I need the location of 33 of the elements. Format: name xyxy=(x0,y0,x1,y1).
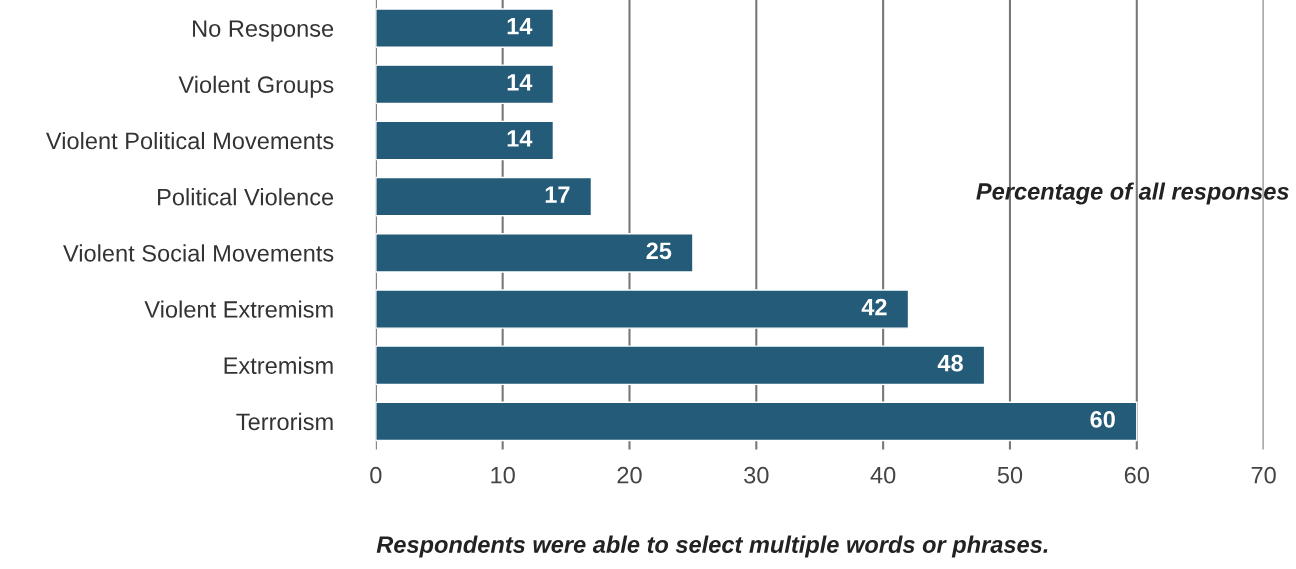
x-tick-label: 40 xyxy=(870,466,896,484)
y-tick-label: Violent Groups xyxy=(178,75,334,98)
bar xyxy=(375,64,555,105)
data-label: 14 xyxy=(507,130,533,147)
y-tick-label: Terrorism xyxy=(236,412,333,431)
bar xyxy=(375,176,593,217)
x-tick-label: 0 xyxy=(370,466,382,484)
x-tick-label: 20 xyxy=(617,466,642,484)
data-label: 60 xyxy=(1090,411,1115,428)
bar xyxy=(375,401,1138,442)
x-tick-label: 10 xyxy=(491,466,515,484)
x-tick-label: 60 xyxy=(1124,466,1149,484)
data-label: 14 xyxy=(507,17,533,35)
y-tick-label: No Response xyxy=(193,20,334,42)
bar xyxy=(375,120,555,161)
data-label: 25 xyxy=(646,242,672,260)
y-tick-label: Extremism xyxy=(224,356,333,375)
x-tick-label: 30 xyxy=(744,466,769,484)
y-tick-label: Political Violence xyxy=(158,188,334,206)
bar xyxy=(375,289,910,329)
y-tick-label: Violent Extremism xyxy=(144,300,333,318)
x-tick-label: 70 xyxy=(1251,466,1276,484)
data-label: 42 xyxy=(861,298,887,316)
y-tick-label: Violent Social Movements xyxy=(63,244,334,262)
bar xyxy=(375,8,555,48)
x-tick-label: 50 xyxy=(997,466,1023,484)
data-label: 14 xyxy=(507,74,533,91)
data-label: 48 xyxy=(937,354,963,372)
y-tick-label: Violent Political Movements xyxy=(46,131,334,150)
bar xyxy=(375,345,986,386)
text: Respondents were able to select multiple words or phrases. xyxy=(376,535,1048,558)
data-label: 17 xyxy=(545,186,570,203)
bar xyxy=(375,233,694,273)
